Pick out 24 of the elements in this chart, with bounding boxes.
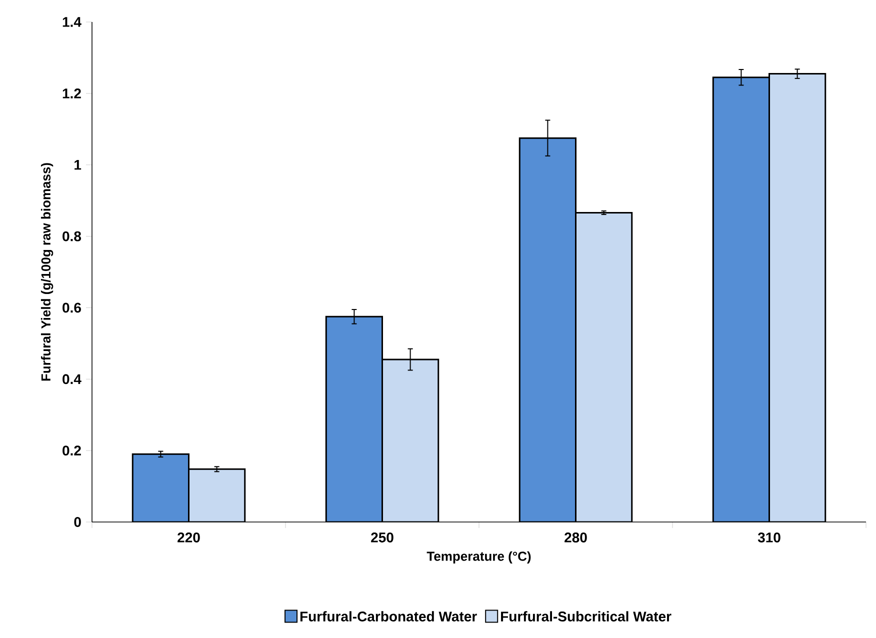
bar: [382, 358, 440, 522]
x-tick-label: 220: [178, 532, 200, 542]
y-tick-label: 0.2: [62, 446, 81, 456]
legend-label: Furfural-Subcritical Water: [501, 611, 672, 622]
bar: [712, 76, 770, 522]
bar: [518, 137, 577, 522]
bar: [575, 212, 633, 522]
x-tick-label: 310: [758, 532, 780, 542]
y-tick-label: 1: [74, 160, 82, 170]
legend-label: Furfural-Carbonated Water: [300, 611, 477, 622]
x-axis-title: Temperature (°C): [426, 551, 531, 564]
bar: [188, 468, 246, 522]
y-tick-label: 0.4: [62, 374, 82, 384]
x-tick-label: 280: [564, 532, 587, 542]
y-tick-label: 0: [74, 517, 81, 527]
bar: [132, 453, 190, 522]
x-tick-label: 250: [371, 532, 394, 542]
bar: [325, 316, 384, 522]
y-tick-label: 1.4: [62, 17, 82, 27]
y-tick-label: 0.6: [62, 302, 81, 313]
y-axis-title: Furfural Yield (g/100g raw biomass): [40, 163, 54, 381]
y-tick-label: 0.8: [62, 231, 82, 242]
y-tick-label: 1.2: [62, 88, 81, 98]
bar: [768, 73, 826, 522]
